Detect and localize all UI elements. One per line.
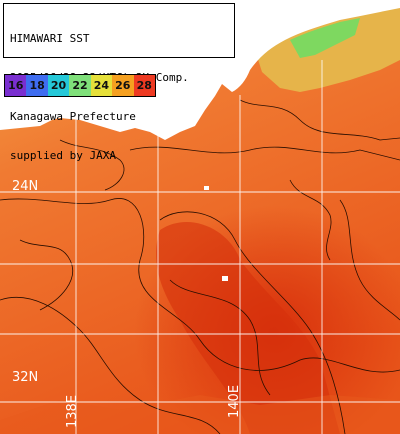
legend-swatch-26: 26 (112, 75, 134, 96)
title-line-region: Kanagawa Prefecture (10, 110, 136, 123)
contour-5 (239, 99, 400, 141)
title-line-credit: supplied by JAXA (10, 149, 116, 162)
contour-2 (129, 146, 400, 161)
title-box: HIMAWARI SST 2025/06/28 23(UTC) 3H Comp.… (3, 3, 235, 162)
contour-3 (159, 211, 346, 434)
title-line-product: HIMAWARI SST (10, 32, 90, 45)
grid-lines (0, 60, 400, 434)
land-boso (244, 40, 254, 58)
legend-swatch-28: 28 (133, 75, 155, 96)
contour-8 (169, 279, 271, 396)
cool-band-bottom (0, 395, 400, 434)
land-izu (222, 58, 238, 88)
temperature-legend: 16 18 20 22 24 26 28 (4, 74, 156, 97)
legend-swatch-20: 20 (47, 75, 70, 96)
lon-label-140e: 140E (227, 385, 242, 418)
legend-swatch-24: 24 (90, 75, 113, 96)
lat-label-32n: 32N (12, 370, 38, 385)
coastal-cool-water (255, 8, 400, 92)
legend-swatch-16: 16 (5, 75, 27, 96)
contour-7 (339, 199, 400, 321)
legend-swatch-18: 18 (26, 75, 48, 96)
warm-tongue (156, 221, 340, 434)
contour-9 (59, 139, 125, 191)
contour-6 (19, 239, 73, 311)
lat-label-24n: 24N (12, 179, 38, 194)
contour-1 (0, 198, 400, 373)
island-small-2 (222, 276, 228, 281)
land-shikoku (0, 110, 60, 130)
island-small-3 (148, 96, 153, 100)
legend-swatch-22: 22 (69, 75, 91, 96)
lon-label-138e: 138E (65, 395, 80, 428)
island-small-1 (204, 186, 209, 190)
contour-4 (0, 296, 221, 434)
coastal-green-water (290, 18, 360, 58)
